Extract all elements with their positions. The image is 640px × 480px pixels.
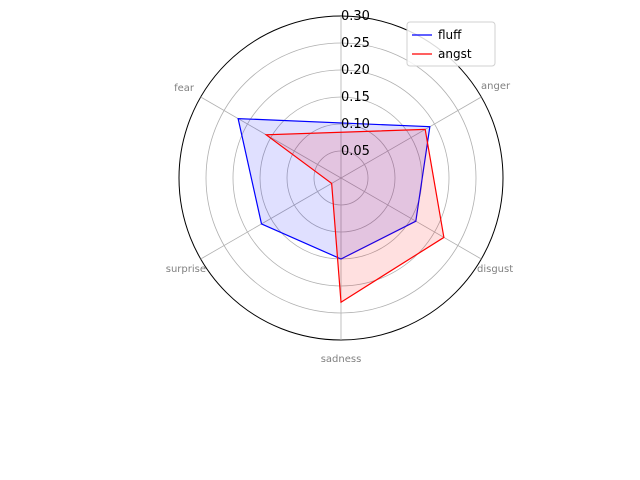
tick-label: 0.30 (341, 9, 370, 24)
category-label-fear: fear (174, 83, 195, 94)
category-label-anger: anger (481, 81, 511, 92)
legend: fluff angst (406, 21, 496, 67)
radial-grid (178, 15, 504, 341)
category-label-disgust: disgust (477, 264, 513, 275)
tick-label: 0.10 (341, 117, 370, 132)
grid-spoke (340, 177, 482, 260)
tick-label: 0.15 (341, 90, 370, 105)
legend-label-angst: angst (438, 47, 472, 61)
grid-spoke (200, 177, 342, 260)
legend-label-fluff: fluff (438, 28, 462, 42)
tick-label: 0.25 (341, 36, 370, 51)
category-label-sadness: sadness (321, 354, 362, 365)
series-line-angst (264, 128, 445, 304)
series-fill-angst (266, 129, 444, 303)
series-fill-fluff (238, 118, 430, 259)
series-layer (237, 117, 445, 304)
series-line-fluff (237, 117, 431, 260)
grid-spoke (200, 96, 342, 179)
grid-spoke (340, 96, 482, 179)
tick-label: 0.20 (341, 63, 370, 78)
legend-box (406, 21, 496, 67)
tick-label: 0.05 (341, 144, 370, 159)
label-layer: anger disgust sadness surprise fear 0.05 0.10 0… (166, 9, 513, 365)
category-label-surprise: surprise (166, 264, 206, 275)
